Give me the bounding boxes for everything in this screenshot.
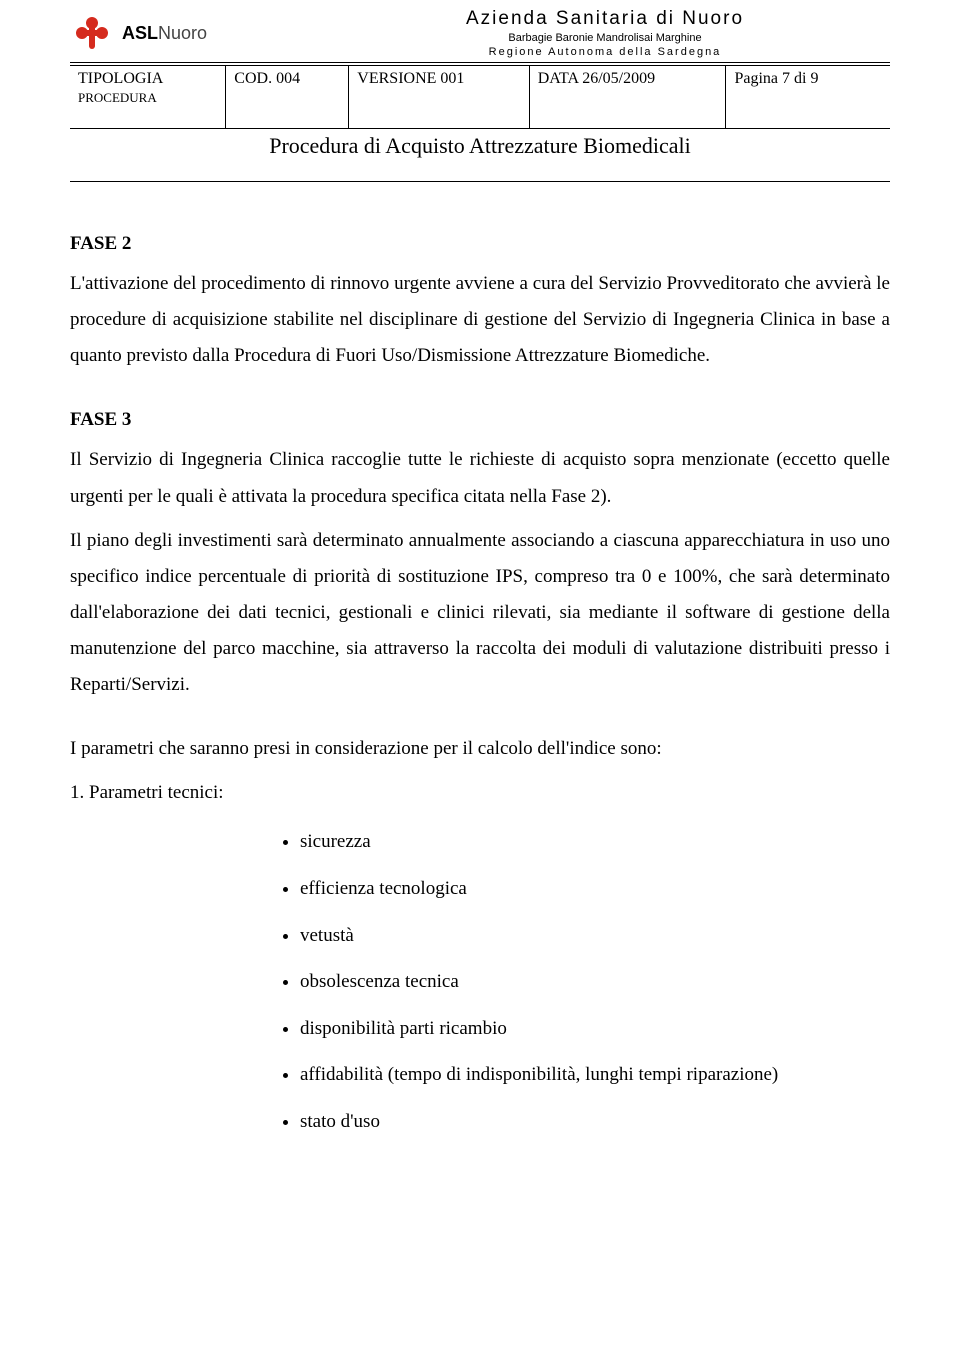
procedure-title: Procedura di Acquisto Attrezzature Biome… [70,129,890,182]
list-item: stato d'uso [300,1099,890,1146]
params-list: sicurezza efficienza tecnologica vetustà… [70,819,890,1145]
org-name: Azienda Sanitaria di Nuoro [320,8,890,30]
logo-text: ASLNuoro [122,23,207,44]
params-intro: I parametri che saranno presi in conside… [70,731,890,767]
org-sub: Barbagie Baronie Mandrolisai Marghine [320,32,890,44]
fase3-p1: Il Servizio di Ingegneria Clinica raccog… [70,442,890,514]
fase2-heading: FASE 2 [70,226,890,262]
fase3-p2: Il piano degli investimenti sarà determi… [70,523,890,703]
logo-nuoro: Nuoro [158,23,207,43]
list-item: affidabilità (tempo di indisponibilità, … [300,1052,890,1099]
list-item: sicurezza [300,819,890,866]
fase3-heading: FASE 3 [70,402,890,438]
list-item: vetustà [300,913,890,960]
fase2-text: L'attivazione del procedimento di rinnov… [70,266,890,374]
list-item: efficienza tecnologica [300,866,890,913]
doc-header: ASLNuoro Azienda Sanitaria di Nuoro Barb… [70,8,890,58]
versione-cell: VERSIONE 001 [349,66,529,129]
pagina-cell: Pagina 7 di 9 [726,66,890,129]
list-item: disponibilità parti ricambio [300,1006,890,1053]
logo-block: ASLNuoro [70,11,310,55]
list-item: obsolescenza tecnica [300,959,890,1006]
asl-logo-icon [70,11,114,55]
cod-cell: COD. 004 [226,66,349,129]
document-body: FASE 2 L'attivazione del procedimento di… [70,226,890,1145]
org-region: Regione Autonoma della Sardegna [320,46,890,58]
logo-asl: ASL [122,23,158,43]
meta-table: TIPOLOGIA PROCEDURA COD. 004 VERSIONE 00… [70,66,890,182]
tipologia-label: TIPOLOGIA [78,70,163,87]
org-block: Azienda Sanitaria di Nuoro Barbagie Baro… [320,8,890,58]
params-group1: 1. Parametri tecnici: [70,775,890,811]
procedura-label: PROCEDURA [78,90,217,106]
data-cell: DATA 26/05/2009 [529,66,726,129]
